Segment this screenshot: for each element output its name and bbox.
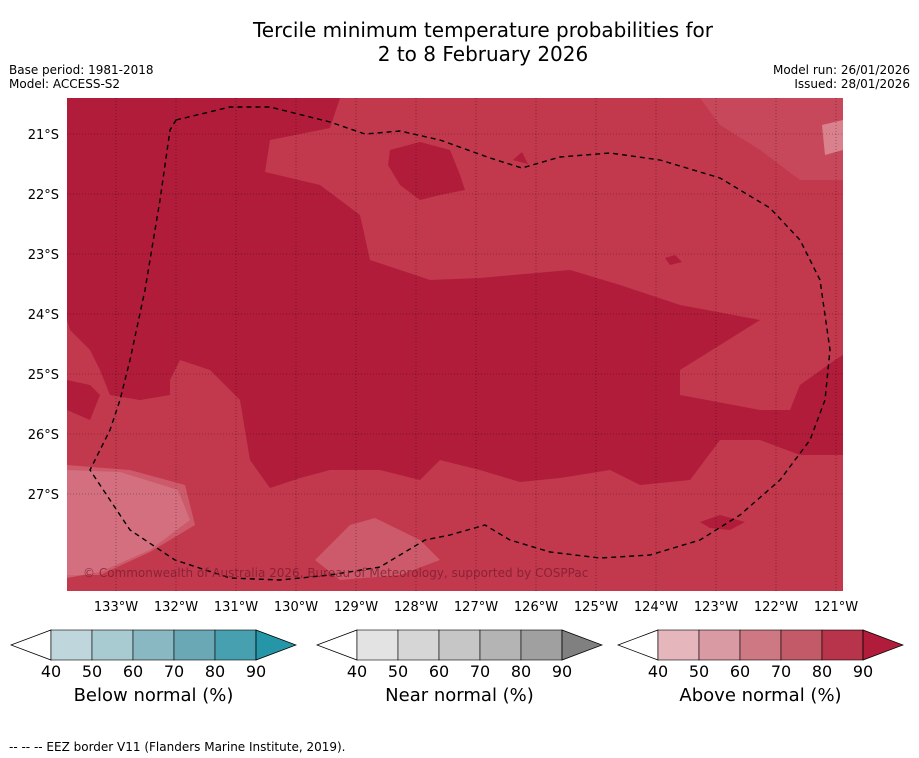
colorbar-tick-label: 90 (245, 662, 267, 681)
region-above-80-90-se (700, 515, 745, 530)
colorbar-swatch (739, 629, 782, 661)
lon-tick-label: 133°W (94, 600, 138, 615)
colorbar-swatch (356, 629, 399, 661)
colorbar-tick-label: 50 (688, 662, 710, 681)
colorbar-tick-label: 50 (81, 662, 103, 681)
colorbar-tick-label: 80 (204, 662, 226, 681)
colorbar-tick-label: 40 (346, 662, 368, 681)
region-above-80-90-ne-spot (513, 152, 528, 164)
eez-legend-note: -- -- -- EEZ border V11 (Flanders Marine… (9, 740, 346, 754)
colorbar-swatch (657, 629, 700, 661)
latitude-labels: 21°S 22°S 23°S 24°S 25°S 26°S 27°S (28, 128, 59, 503)
region-above-60-70-ne (700, 98, 843, 180)
lon-tick-label: 126°W (514, 600, 558, 615)
colorbar-swatch (479, 629, 522, 661)
colorbar-tick-label: 90 (852, 662, 874, 681)
region-above-80-90-west (67, 380, 100, 420)
colorbar-tick-label: 80 (510, 662, 532, 681)
colorbar-tick-label: 40 (40, 662, 62, 681)
colorbar-title: Near normal (%) (385, 685, 534, 706)
lon-tick-label: 125°W (574, 600, 618, 615)
colorbar-swatch (780, 629, 823, 661)
colorbar-title: Above normal (%) (679, 685, 842, 706)
lon-tick-label: 124°W (634, 600, 678, 615)
lon-tick-label: 131°W (214, 600, 258, 615)
colorbar-swatch (91, 629, 134, 661)
colorbar-tick-label: 60 (729, 662, 751, 681)
base-period: Base period: 1981-2018 (9, 63, 154, 77)
colorbar-extend-high (255, 629, 297, 661)
lon-tick-label: 128°W (394, 600, 438, 615)
colorbar-swatch (821, 629, 864, 661)
colorbar-tick-label: 80 (811, 662, 833, 681)
colorbar-extend-high (561, 629, 603, 661)
graticule (67, 98, 843, 591)
lon-tick-label: 130°W (274, 600, 318, 615)
colorbar-swatch (397, 629, 440, 661)
map-title: Tercile minimum temperature probabilitie… (0, 18, 919, 66)
colorbar-extend-low (10, 629, 52, 661)
colorbar-tick-label: 70 (163, 662, 185, 681)
colorbar-swatch (214, 629, 257, 661)
region-above-80-90-blob (388, 142, 465, 200)
lat-tick-label: 26°S (28, 428, 59, 443)
lon-tick-label: 127°W (454, 600, 498, 615)
meta-left: Base period: 1981-2018 Model: ACCESS-S2 (9, 63, 154, 91)
colorbar-swatch (438, 629, 481, 661)
probability-field (67, 98, 843, 591)
region-above-80-90-core (67, 98, 843, 488)
lat-tick-label: 27°S (28, 488, 59, 503)
lat-tick-label: 23°S (28, 248, 59, 263)
colorbar-1 (316, 629, 603, 661)
lat-tick-label: 21°S (28, 128, 59, 143)
colorbar-tick-label: 60 (122, 662, 144, 681)
lat-tick-label: 25°S (28, 368, 59, 383)
colorbar-tick-label: 70 (770, 662, 792, 681)
longitude-labels: 133°W 132°W 131°W 130°W 129°W 128°W 127°W 126°W… (94, 600, 858, 615)
lat-tick-label: 24°S (28, 308, 59, 323)
colorbar-extend-high (862, 629, 904, 661)
colorbar-title: Below normal (%) (73, 685, 234, 706)
colorbar-swatch (520, 629, 563, 661)
lon-tick-label: 123°W (694, 600, 738, 615)
eez-border (89, 106, 831, 581)
colorbar-tick-label: 40 (647, 662, 669, 681)
lon-tick-label: 132°W (154, 600, 198, 615)
lon-tick-label: 129°W (334, 600, 378, 615)
colorbar-swatch (698, 629, 741, 661)
colorbar-tick-label: 70 (469, 662, 491, 681)
lon-tick-label: 122°W (754, 600, 798, 615)
region-above-60-70-south (315, 518, 440, 580)
copyright-text: © Commonwealth of Australia 2026, Bureau… (83, 566, 588, 580)
colorbar-tick-label: 50 (387, 662, 409, 681)
model-name: Model: ACCESS-S2 (9, 77, 121, 91)
colorbar-extend-low (316, 629, 358, 661)
meta-right: Model run: 26/01/2026 Issued: 28/01/2026 (773, 63, 910, 91)
model-run: Model run: 26/01/2026 (772, 63, 910, 77)
colorbar-swatch (132, 629, 175, 661)
colorbar-swatch (173, 629, 216, 661)
issued-date: Issued: 28/01/2026 (794, 77, 910, 91)
colorbar-tick-label: 60 (428, 662, 450, 681)
lon-tick-label: 121°W (814, 600, 858, 615)
lat-tick-label: 22°S (28, 188, 59, 203)
colorbar-2 (617, 629, 904, 661)
title-line-1: Tercile minimum temperature probabilitie… (252, 18, 714, 42)
colorbar-extend-low (617, 629, 659, 661)
title-line-2: 2 to 8 February 2026 (377, 42, 589, 66)
region-above-50-60-ne (822, 120, 843, 155)
colorbar-tick-label: 90 (551, 662, 573, 681)
colorbar-swatch (50, 629, 93, 661)
region-above-50-60 (67, 470, 190, 578)
colorbar-0 (10, 629, 297, 661)
region-above-80-90-small (665, 255, 682, 265)
